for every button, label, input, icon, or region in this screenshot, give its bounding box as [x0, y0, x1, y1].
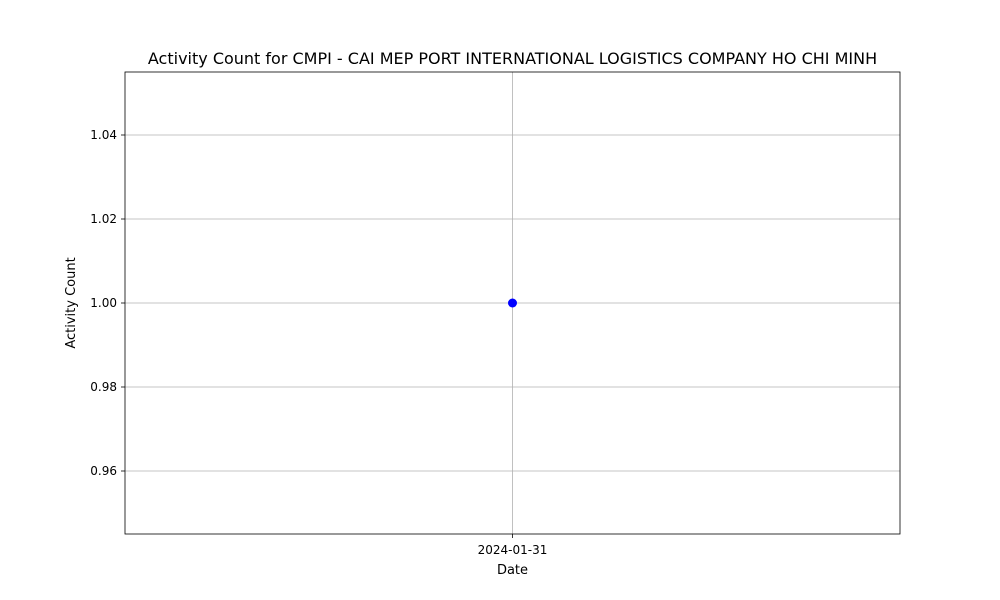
- y-tick-label: 0.98: [90, 380, 117, 394]
- x-axis-label: Date: [497, 563, 528, 578]
- y-tick-label: 1.04: [90, 128, 117, 142]
- data-series: [508, 298, 517, 308]
- y-axis-label: Activity Count: [64, 257, 79, 348]
- y-tick-label: 0.96: [90, 464, 117, 478]
- axis-ticks: 0.96 0.98 1.00 1.02 1.04 2024-01-31: [90, 128, 547, 557]
- chart-title: Activity Count for CMPI - CAI MEP PORT I…: [148, 49, 877, 68]
- y-tick-label: 1.00: [90, 296, 117, 310]
- data-point: [508, 298, 517, 308]
- y-tick-label: 1.02: [90, 212, 117, 226]
- plot-frame: [124, 71, 901, 535]
- x-tick-label: 2024-01-31: [478, 543, 548, 557]
